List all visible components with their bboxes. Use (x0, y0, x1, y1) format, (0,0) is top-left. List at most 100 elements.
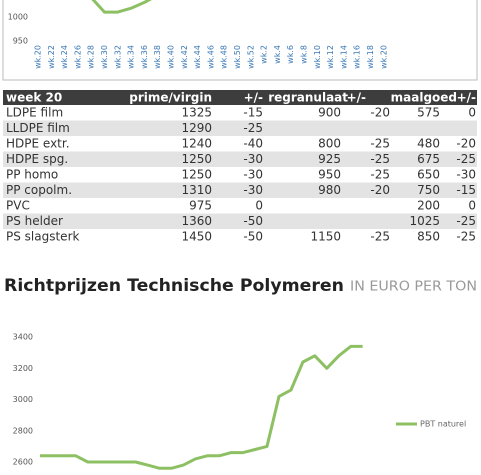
x-tick-label: wk.32 (113, 45, 122, 69)
table-cell: 200 (417, 199, 440, 213)
table-cell: LDPE film (6, 106, 63, 120)
table-cell: 800 (318, 137, 341, 151)
table-cell: 0 (468, 106, 476, 120)
x-tick-label: wk.6 (286, 45, 295, 64)
x-tick-label: wk.10 (313, 45, 322, 69)
chart-title: Richtprijzen Technische Polymeren (4, 276, 344, 296)
x-tick-label: wk.18 (366, 45, 375, 69)
table-cell: 1450 (181, 230, 212, 244)
table-cell: 925 (318, 152, 341, 166)
table-header-cell: week 20 (6, 91, 62, 105)
table-cell: 850 (417, 230, 440, 244)
table-header-cell: +/- (347, 91, 366, 105)
chart-frame (2, 0, 478, 81)
x-tick-label: wk.12 (326, 45, 335, 69)
x-tick-label: wk.36 (140, 45, 149, 69)
table-cell: PVC (6, 199, 30, 213)
table-cell: -25 (370, 137, 390, 151)
table-cell: 900 (318, 106, 341, 120)
y-tick-label: 2800 (13, 426, 33, 435)
table-cell: -20 (370, 183, 390, 197)
table-cell: PS slagsterk (6, 230, 79, 244)
table-cell: PS helder (6, 214, 63, 228)
x-tick-label: wk.50 (233, 45, 242, 69)
table-cell: HDPE extr. (6, 137, 70, 151)
table-cell: PP homo (6, 168, 58, 182)
x-tick-label: wk.46 (206, 45, 215, 69)
table-cell: -25 (456, 152, 476, 166)
table-cell: -50 (243, 214, 263, 228)
table-row-bg (3, 151, 477, 167)
table-cell: 750 (417, 183, 440, 197)
table-cell: -25 (456, 214, 476, 228)
table-row-bg (3, 182, 477, 198)
table-cell: 575 (417, 106, 440, 120)
x-tick-label: wk.26 (73, 45, 82, 69)
x-tick-label: wk.42 (180, 45, 189, 69)
table-header-cell: +/- (457, 91, 476, 105)
x-tick-label: wk.4 (273, 45, 282, 64)
x-tick-label: wk.22 (47, 45, 56, 69)
table-header-cell: maalgoed (391, 91, 457, 105)
x-tick-label: wk.28 (87, 45, 96, 69)
table-cell: -25 (456, 230, 476, 244)
y-tick-label: 950 (13, 37, 28, 46)
x-tick-label: wk.14 (339, 45, 348, 69)
table-cell: 950 (318, 168, 341, 182)
x-tick-label: wk.34 (127, 45, 136, 69)
table-cell: -25 (370, 152, 390, 166)
table-cell: -20 (370, 106, 390, 120)
table-row-bg (3, 120, 477, 136)
table-cell: 1240 (181, 137, 212, 151)
data-line (91, 0, 152, 14)
table-cell: -20 (456, 137, 476, 151)
table-cell: -25 (370, 168, 390, 182)
table-cell: -30 (243, 183, 263, 197)
y-tick-label: 1000 (8, 12, 28, 21)
table-cell: -30 (243, 152, 263, 166)
table-cell: PP copolm. (6, 183, 72, 197)
table-cell: HDPE spg. (6, 152, 68, 166)
table-cell: 1290 (181, 121, 212, 135)
y-tick-label: 3200 (13, 364, 33, 373)
x-tick-label: wk.30 (100, 45, 109, 69)
x-tick-label: wk.24 (60, 45, 69, 69)
y-tick-label: 3000 (13, 395, 33, 404)
x-tick-label: wk.44 (193, 45, 202, 69)
table-cell: -25 (370, 230, 390, 244)
table-cell: 980 (318, 183, 341, 197)
table-cell: 1360 (181, 214, 212, 228)
table-header-cell: +/- (244, 91, 263, 105)
x-tick-label: wk.2 (260, 45, 269, 64)
x-tick-label: wk.52 (246, 45, 255, 69)
y-tick-label: 2600 (13, 458, 33, 467)
table-row-bg (3, 213, 477, 229)
x-tick-label: wk.20 (379, 45, 388, 69)
x-tick-label: wk.20 (34, 45, 43, 69)
table-cell: 675 (417, 152, 440, 166)
table-cell: -15 (243, 106, 263, 120)
table-cell: 1250 (181, 152, 212, 166)
table-cell: -40 (243, 137, 263, 151)
legend-label: PBT naturel (420, 420, 466, 429)
table-cell: 1025 (409, 214, 440, 228)
x-tick-label: wk.8 (300, 45, 309, 64)
table-cell: -25 (243, 121, 263, 135)
x-tick-label: wk.40 (167, 45, 176, 69)
table-cell: 1310 (181, 183, 212, 197)
table-cell: 975 (189, 199, 212, 213)
x-tick-label: wk.48 (220, 45, 229, 69)
table-cell: -30 (456, 168, 476, 182)
table-cell: -30 (243, 168, 263, 182)
table-cell: -15 (456, 183, 476, 197)
table-cell: 0 (468, 199, 476, 213)
table-cell: 0 (255, 199, 263, 213)
y-tick-label: 3400 (13, 333, 33, 342)
table-header-cell: prime/virgin (129, 91, 212, 105)
chart-subtitle: IN EURO PER TON (350, 280, 477, 295)
table-header-cell: regranulaat (268, 91, 348, 105)
table-cell: -50 (243, 230, 263, 244)
table-cell: 1150 (310, 230, 341, 244)
